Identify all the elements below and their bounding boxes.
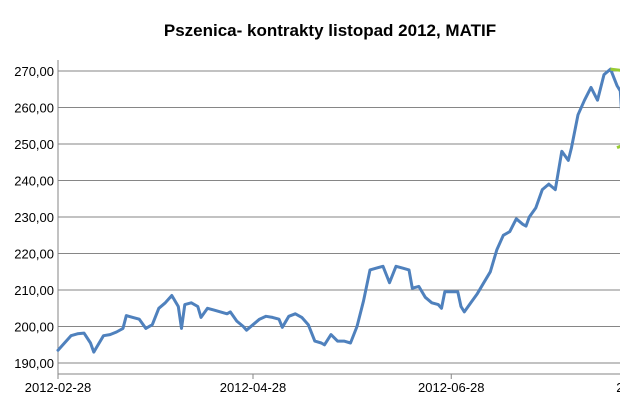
gridlines xyxy=(58,70,620,364)
x-tick-label: 2012-06-28 xyxy=(418,380,485,395)
y-tick-label: 210,00 xyxy=(14,283,54,298)
y-tick-label: 200,00 xyxy=(14,320,54,335)
y-tick-label: 230,00 xyxy=(14,210,54,225)
y-tick-label: 250,00 xyxy=(14,137,54,152)
chart-title: Pszenica- kontrakty listopad 2012, MATIF xyxy=(164,21,496,40)
x-tick-label: 2012-02-28 xyxy=(25,380,92,395)
x-tick-label: 2012-04-28 xyxy=(220,380,287,395)
series-line xyxy=(56,67,620,354)
y-tick-label: 240,00 xyxy=(14,173,54,188)
x-tick-label: 2012-08-28 xyxy=(616,380,620,395)
series-layer xyxy=(56,67,620,354)
y-tick-label: 190,00 xyxy=(14,356,54,371)
y-tick-label: 220,00 xyxy=(14,247,54,262)
y-axis-tick-labels: 190,00 200,00 210,00 220,00 230,00 240,00 250,… xyxy=(14,64,54,371)
y-tick-label: 270,00 xyxy=(14,64,54,79)
x-axis-tick-labels: 2012-02-28 2012-04-28 2012-06-28 2012-08-28 xyxy=(25,374,620,395)
y-tick-label: 260,00 xyxy=(14,100,54,115)
